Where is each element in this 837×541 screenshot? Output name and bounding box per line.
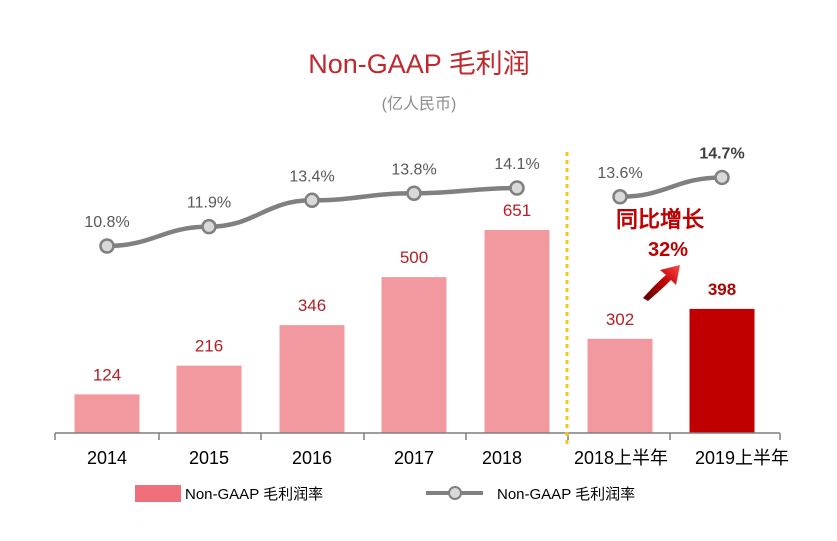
line-point-labels: 10.8% 11.9% 13.4% 13.8% 14.1% 13.6% 14.7%: [84, 145, 744, 231]
bar-2019上半年: [689, 308, 755, 433]
bar-value-label-2014: 124: [93, 365, 121, 384]
bar-value-label-2019上半年: 398: [708, 280, 736, 299]
line-point-2018: [509, 180, 525, 196]
x-tick-label-2014: 2014: [87, 448, 127, 468]
x-tick-label-2018上半年: 2018上半年: [574, 448, 668, 468]
line-point-label-2015: 11.9%: [187, 195, 231, 212]
legend-line-marker: [448, 486, 462, 500]
line-point-2018上半年: [612, 189, 628, 205]
bar-2018上半年: [587, 338, 653, 433]
x-tick-label-2019上半年: 2019上半年: [695, 448, 789, 468]
bar-series: [74, 230, 755, 433]
line-point-2014: [99, 238, 115, 254]
line-point-label-2017: 13.8%: [391, 161, 436, 178]
legend-bar-label: Non-GAAP 毛利润率: [185, 486, 323, 503]
bar-2016: [279, 325, 345, 433]
bar-value-label-2015: 216: [195, 337, 223, 356]
x-tick-label-2016: 2016: [292, 448, 332, 468]
legend-line-label: Non-GAAP 毛利润率: [497, 486, 635, 503]
line-point-label-2014: 10.8%: [84, 214, 129, 231]
line-point-label-2019上半年: 14.7%: [699, 145, 744, 162]
x-axis-ticks: [54, 433, 781, 440]
chart-subtitle: (亿人民币): [382, 95, 457, 113]
line-point-label-2018上半年: 13.6%: [597, 165, 642, 182]
chart-title: Non-GAAP 毛利润: [308, 49, 530, 79]
growth-annotation: 同比增长 32%: [616, 207, 705, 301]
x-tick-label-2018: 2018: [482, 448, 522, 468]
line-point-2019上半年: [714, 169, 730, 186]
x-axis-tick-labels: 2014 2015 2016 2017 2018 2018上半年 2019上半年: [87, 448, 789, 468]
line-series: [99, 169, 730, 254]
bar-2015: [176, 365, 242, 433]
bar-value-label-2018上半年: 302: [606, 310, 634, 329]
x-tick-label-2015: 2015: [189, 448, 229, 468]
line-point-2017: [406, 185, 422, 202]
bar-2018: [484, 230, 550, 433]
growth-arrow-icon: [643, 265, 680, 301]
bar-2017: [381, 277, 447, 433]
bar-value-label-2016: 346: [298, 296, 326, 315]
bar-labels: 124 216 346 500 651 302 398: [93, 201, 736, 384]
line-point-2016: [304, 192, 320, 209]
line-half-year: [617, 175, 725, 200]
growth-percent: 32%: [648, 239, 688, 261]
line-point-label-2016: 13.4%: [289, 168, 334, 185]
line-point-label-2018: 14.1%: [494, 156, 539, 173]
bar-2014: [74, 394, 140, 433]
bar-value-label-2018: 651: [503, 201, 531, 220]
bar-value-label-2017: 500: [400, 248, 428, 267]
growth-text: 同比增长: [616, 207, 705, 232]
legend-bar-swatch: [135, 485, 181, 502]
legend: Non-GAAP 毛利润率 Non-GAAP 毛利润率: [135, 485, 635, 503]
line-point-2015: [201, 218, 217, 235]
x-tick-label-2017: 2017: [394, 448, 434, 468]
